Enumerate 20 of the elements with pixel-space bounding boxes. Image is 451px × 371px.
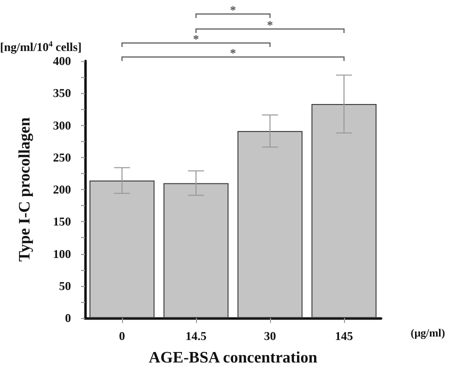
y-tick-label: 300 — [53, 118, 71, 132]
y-tick-label: 150 — [53, 214, 71, 229]
x-tick-label: 14.5 — [186, 329, 206, 343]
x-tick-label: 30 — [264, 329, 276, 343]
y-tick-label: 100 — [53, 246, 71, 261]
text: * — [193, 32, 199, 46]
y-tick-label: 200 — [53, 182, 71, 196]
text: * — [230, 46, 236, 60]
x-tick-label: 0 — [119, 329, 125, 343]
text: (μg/ml) — [410, 328, 446, 340]
text: * — [230, 3, 236, 17]
x-tick-label: 145 — [335, 329, 353, 343]
y-axis-title: Type I-C procollagen — [16, 117, 34, 262]
text: * — [267, 18, 273, 32]
y-tick-label: 350 — [53, 86, 71, 100]
y-tick-label: 50 — [59, 278, 71, 293]
y-tick-label: 250 — [53, 150, 71, 164]
y-tick-label: 400 — [53, 54, 71, 68]
x-axis-title: AGE-BSA concentration — [148, 350, 318, 366]
y-tick-label: 0 — [65, 311, 71, 325]
